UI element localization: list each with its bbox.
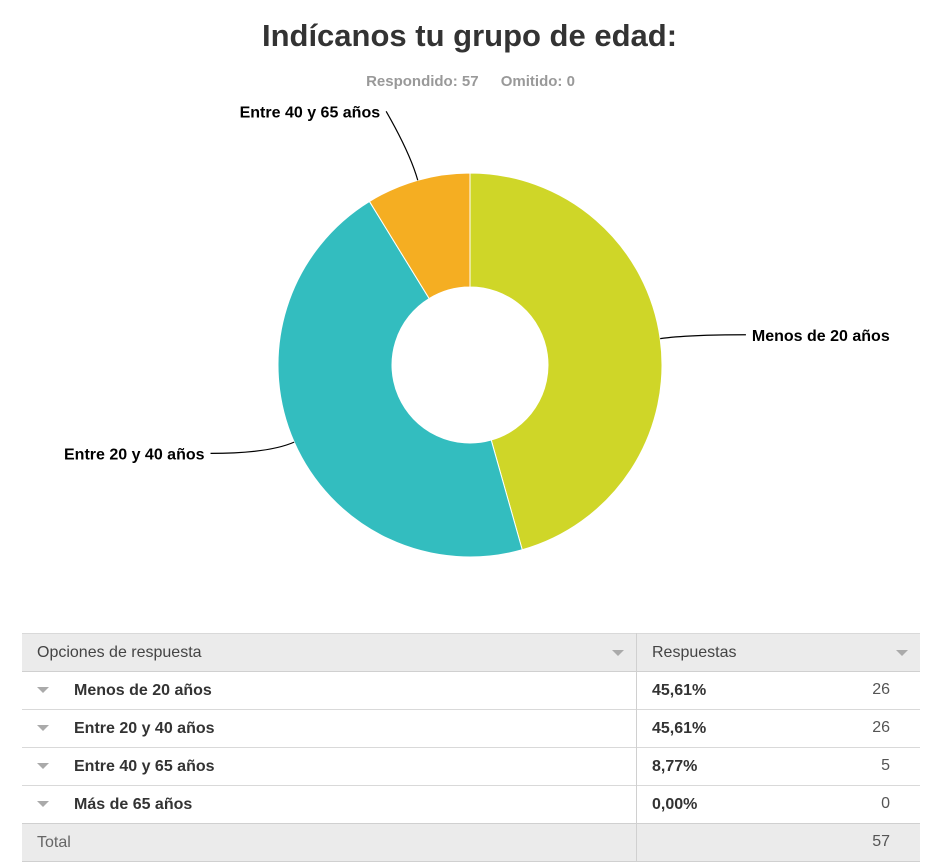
option-label: Más de 65 años [74, 795, 193, 813]
option-label: Entre 40 y 65 años [74, 757, 215, 775]
expand-caret-icon[interactable] [37, 763, 49, 769]
answered-count: Respondido: 57 [366, 73, 479, 90]
response-cell: 8,77% 5 [636, 747, 920, 786]
slice-entre-40-y-65-anos[interactable] [368, 172, 471, 300]
response-stats: Respondido: 57 Omitido: 0 [0, 73, 929, 90]
question-title: Indícanos tu grupo de edad: [261, 18, 678, 53]
count-value: 26 [872, 719, 890, 736]
table-row: Entre 20 y 40 años 45,61% 26 [22, 709, 920, 748]
option-cell: Entre 20 y 40 años [22, 709, 637, 748]
responses-column-header[interactable]: Respuestas [636, 633, 920, 672]
slice-label-menos-de-20-anos: Menos de 20 años [752, 328, 890, 345]
total-cell: 57 [636, 823, 920, 862]
response-cell: 45,61% 26 [636, 671, 920, 710]
percent-value: 45,61% [652, 681, 707, 699]
response-cell: 0,00% 0 [636, 785, 920, 824]
table-row: Menos de 20 años 45,61% 26 [22, 671, 920, 710]
total-value: 57 [872, 833, 890, 850]
sort-caret-icon[interactable] [612, 650, 624, 656]
options-column-header[interactable]: Opciones de respuesta [22, 633, 637, 672]
leader-line-entre-40-y-65-anos [385, 111, 419, 181]
response-cell: 45,61% 26 [636, 709, 920, 748]
skipped-count: Omitido: 0 [500, 73, 575, 90]
slice-label-entre-40-y-65-anos: Entre 40 y 65 años [240, 104, 381, 121]
slice-label-entre-20-y-40-anos: Entre 20 y 40 años [64, 446, 205, 463]
responses-header-label: Respuestas [652, 643, 737, 661]
percent-value: 0,00% [652, 795, 698, 813]
options-header-label: Opciones de respuesta [37, 643, 202, 661]
count-value: 5 [881, 757, 890, 774]
expand-caret-icon[interactable] [37, 687, 49, 693]
option-label: Menos de 20 años [74, 681, 212, 699]
table-row: Más de 65 años 0,00% 0 [22, 785, 920, 824]
expand-caret-icon[interactable] [37, 725, 49, 731]
slice-entre-20-y-40-anos[interactable] [277, 200, 523, 558]
table-row: Entre 40 y 65 años 8,77% 5 [22, 747, 920, 786]
option-label: Entre 20 y 40 años [74, 719, 215, 737]
count-value: 26 [872, 681, 890, 698]
expand-caret-icon[interactable] [37, 801, 49, 807]
count-value: 0 [881, 795, 890, 812]
sort-caret-icon[interactable] [896, 650, 908, 656]
responses-table: Opciones de respuesta Respuestas Menos d… [22, 633, 920, 862]
percent-value: 8,77% [652, 757, 698, 775]
total-label: Total [22, 823, 637, 862]
percent-value: 45,61% [652, 719, 707, 737]
leader-line-entre-20-y-40-anos [210, 441, 295, 454]
option-cell: Más de 65 años [22, 785, 637, 824]
slice-menos-de-20-anos[interactable] [469, 172, 663, 551]
donut-chart: Menos de 20 años Entre 20 y 40 años Entre … [64, 104, 890, 558]
table-header-row: Opciones de respuesta Respuestas [22, 633, 920, 672]
leader-line-menos-de-20-anos [660, 334, 746, 340]
option-cell: Entre 40 y 65 años [22, 747, 637, 786]
total-row: Total 57 [22, 823, 920, 862]
option-cell: Menos de 20 años [22, 671, 637, 710]
